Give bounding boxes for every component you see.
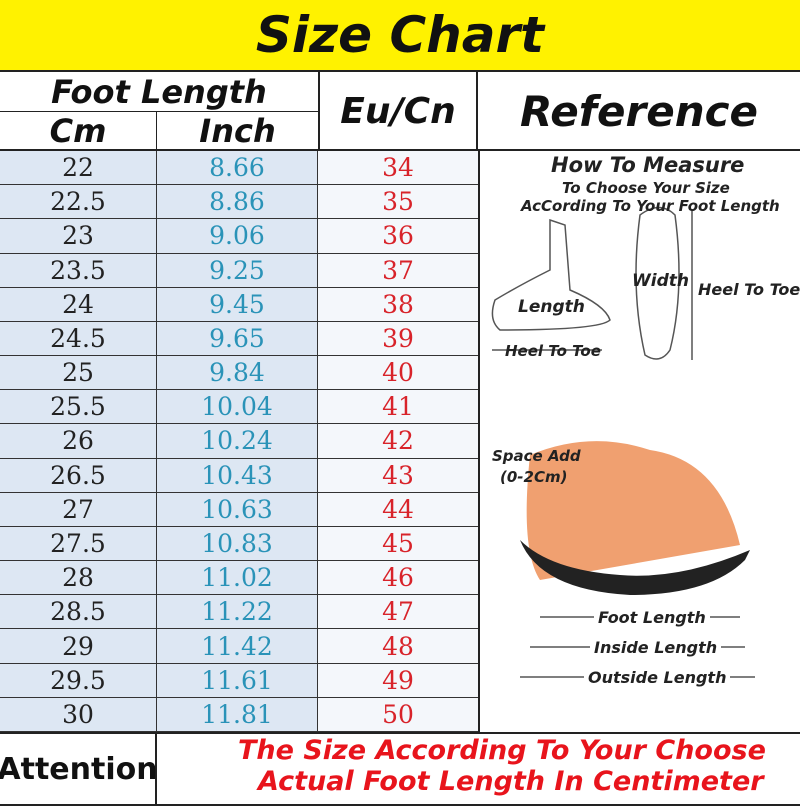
sole-label: Width bbox=[632, 271, 689, 291]
title: Size Chart bbox=[0, 0, 800, 72]
cell-cm: 27 bbox=[0, 492, 157, 527]
header-inch: Inch bbox=[199, 112, 276, 150]
cell-inch: 8.86 bbox=[157, 185, 318, 220]
cell-cm: 24 bbox=[0, 287, 157, 322]
cell-cm: 23.5 bbox=[0, 253, 157, 288]
cell-inch: 10.83 bbox=[157, 526, 318, 562]
cell-inch: 10.63 bbox=[157, 492, 318, 527]
header-eu: Eu/Cn bbox=[318, 72, 478, 150]
side-label: Length bbox=[518, 297, 585, 317]
rule bbox=[0, 804, 800, 806]
cell-cm: 22 bbox=[0, 151, 157, 186]
cell-cm: 26.5 bbox=[0, 458, 157, 493]
cell-cm: 23 bbox=[0, 219, 157, 254]
attention-text: Actual Foot Length In Centimeter bbox=[258, 766, 764, 797]
cell-eu: 46 bbox=[318, 561, 478, 596]
attention-label: Attention bbox=[0, 734, 158, 804]
cell-cm: 25 bbox=[0, 356, 157, 391]
cell-eu: 50 bbox=[318, 697, 478, 732]
cell-eu: 37 bbox=[318, 253, 478, 288]
cell-eu: 39 bbox=[318, 321, 478, 357]
length-label: Outside Length bbox=[584, 668, 731, 687]
space-label: Space Add bbox=[492, 447, 581, 465]
cell-inch: 10.04 bbox=[157, 390, 318, 425]
cell-inch: 11.42 bbox=[157, 629, 318, 664]
cell-eu: 38 bbox=[318, 287, 478, 322]
cell-eu: 47 bbox=[318, 595, 478, 630]
cell-eu: 40 bbox=[318, 356, 478, 391]
cell-eu: 44 bbox=[318, 492, 478, 527]
cell-eu: 48 bbox=[318, 629, 478, 664]
cell-inch: 9.45 bbox=[157, 287, 318, 322]
cell-inch: 11.02 bbox=[157, 561, 318, 596]
cell-eu: 49 bbox=[318, 663, 478, 698]
ref-subtitle: AcCording To Your Foot Length bbox=[521, 197, 780, 215]
header-reference: Reference bbox=[520, 86, 758, 136]
cell-cm: 29 bbox=[0, 629, 157, 664]
cell-inch: 11.22 bbox=[157, 595, 318, 630]
cell-cm: 24.5 bbox=[0, 321, 157, 357]
cell-cm: 30 bbox=[0, 697, 157, 732]
header-group: Foot Length bbox=[0, 72, 318, 112]
cell-inch: 9.06 bbox=[157, 219, 318, 254]
cell-eu: 41 bbox=[318, 390, 478, 425]
rule bbox=[478, 150, 480, 733]
cell-eu: 36 bbox=[318, 219, 478, 254]
cell-inch: 9.84 bbox=[157, 356, 318, 391]
cell-cm: 28.5 bbox=[0, 595, 157, 630]
cell-cm: 27.5 bbox=[0, 526, 157, 562]
cell-eu: 34 bbox=[318, 151, 478, 186]
length-label: Foot Length bbox=[594, 608, 710, 627]
cell-cm: 25.5 bbox=[0, 390, 157, 425]
cell-inch: 10.24 bbox=[157, 424, 318, 459]
reference-drawings bbox=[491, 206, 755, 678]
sole-label: Heel To Toe bbox=[698, 280, 800, 299]
cell-eu: 43 bbox=[318, 458, 478, 493]
ref-subtitle: To Choose Your Size bbox=[562, 179, 730, 197]
rule bbox=[0, 732, 800, 734]
cell-cm: 28 bbox=[0, 561, 157, 596]
cell-eu: 42 bbox=[318, 424, 478, 459]
cell-inch: 11.81 bbox=[157, 697, 318, 732]
rule bbox=[0, 149, 800, 151]
cell-cm: 26 bbox=[0, 424, 157, 459]
cell-cm: 22.5 bbox=[0, 185, 157, 220]
cell-inch: 9.65 bbox=[157, 321, 318, 357]
cell-inch: 9.25 bbox=[157, 253, 318, 288]
length-label: Inside Length bbox=[590, 638, 722, 657]
cell-inch: 8.66 bbox=[157, 151, 318, 186]
side-label: Heel To Toe bbox=[505, 342, 601, 360]
attention-text: The Size According To Your Choose bbox=[238, 735, 766, 766]
cell-cm: 29.5 bbox=[0, 663, 157, 698]
space-label: (0-2Cm) bbox=[500, 468, 568, 486]
header-cm: Cm bbox=[0, 112, 157, 150]
cell-inch: 10.43 bbox=[157, 458, 318, 493]
cell-eu: 45 bbox=[318, 526, 478, 562]
ref-title: How To Measure bbox=[551, 153, 745, 177]
cell-inch: 11.61 bbox=[157, 663, 318, 698]
cell-eu: 35 bbox=[318, 185, 478, 220]
